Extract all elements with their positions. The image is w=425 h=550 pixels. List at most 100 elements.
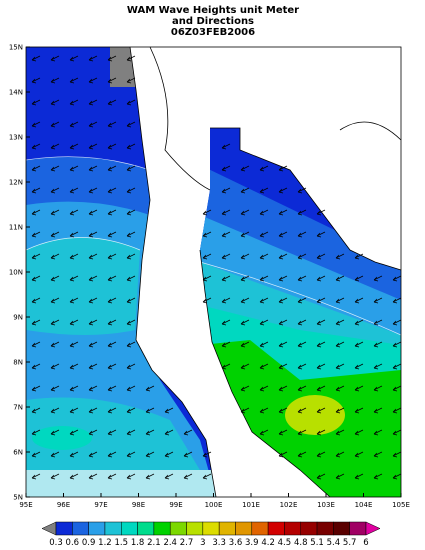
wave-arrow <box>316 385 326 392</box>
wave-arrow <box>316 275 326 282</box>
wave-arrow <box>221 231 231 238</box>
wave-arrow <box>240 407 250 414</box>
wave-arrow <box>392 407 402 414</box>
wave-arrow <box>240 187 250 194</box>
wave-arrow <box>126 209 136 216</box>
wave-arrow <box>202 253 212 260</box>
wave-arrow <box>297 231 307 238</box>
wave-arrow <box>50 473 60 480</box>
wave-arrow <box>50 319 60 326</box>
wave-arrow <box>31 297 41 304</box>
wave-arrow <box>392 451 402 458</box>
wave-arrow <box>221 165 231 172</box>
wave-arrow <box>354 429 364 436</box>
wave-arrow <box>50 143 60 150</box>
wave-arrow <box>392 429 402 436</box>
wave-arrow <box>221 253 231 260</box>
colorbar-label: 0.9 <box>82 538 96 548</box>
y-tick-label: 5N <box>13 494 23 502</box>
colorbar-label: 1.5 <box>114 538 128 548</box>
wave-arrow <box>31 407 41 414</box>
wave-arrow <box>88 363 98 370</box>
x-tick-label: 100E <box>205 501 223 509</box>
wave-arrow <box>88 231 98 238</box>
wave-arrow <box>88 209 98 216</box>
wave-arrow <box>126 341 136 348</box>
wave-arrow <box>50 451 60 458</box>
wave-arrow <box>335 451 345 458</box>
colorbar-label: 2.1 <box>147 538 161 548</box>
colorbar-swatch <box>284 521 301 536</box>
wave-arrow <box>316 297 326 304</box>
wave-arrow <box>88 451 98 458</box>
wave-arrow <box>297 385 307 392</box>
wave-arrow <box>145 407 155 414</box>
wave-arrow <box>354 297 364 304</box>
wave-arrow <box>392 297 402 304</box>
wave-arrow <box>126 231 136 238</box>
wave-arrow <box>145 385 155 392</box>
wave-arrow <box>107 187 117 194</box>
y-tick-label: 11N <box>9 224 23 232</box>
colorbar-label: 1.2 <box>98 538 112 548</box>
wave-arrow <box>50 187 60 194</box>
x-tick-label: 102E <box>280 501 298 509</box>
wave-arrow <box>69 209 79 216</box>
colorbar-swatch <box>153 521 171 536</box>
wave-arrow <box>373 341 383 348</box>
wave-arrow <box>335 363 345 370</box>
wave-arrow <box>69 143 79 150</box>
wave-arrow <box>69 385 79 392</box>
y-tick-label: 8N <box>13 359 23 367</box>
colorbar-label: 4.5 <box>278 538 292 548</box>
wave-arrow <box>183 473 193 480</box>
wave-arrow <box>392 363 402 370</box>
colorbar-under <box>41 521 57 536</box>
wave-arrow <box>50 275 60 282</box>
title-line: and Directions <box>172 16 254 27</box>
wave-arrow <box>278 165 288 172</box>
wave-arrow <box>145 451 155 458</box>
wave-arrow <box>69 363 79 370</box>
wave-arrow <box>164 407 174 414</box>
wave-arrow <box>88 77 98 84</box>
wave-arrow <box>240 319 250 326</box>
wave-arrow <box>221 341 231 348</box>
wave-arrow <box>88 253 98 260</box>
wave-arrow <box>335 297 345 304</box>
wave-arrow <box>50 209 60 216</box>
wave-arrow <box>69 451 79 458</box>
wave-arrow <box>335 319 345 326</box>
wave-arrow <box>126 363 136 370</box>
wave-arrow <box>126 121 136 128</box>
wave-arrow <box>126 385 136 392</box>
y-tick-label: 6N <box>13 449 23 457</box>
wave-arrow <box>69 297 79 304</box>
x-tick-label: 99E <box>169 501 182 509</box>
wave-arrow <box>126 77 136 84</box>
wave-arrow <box>126 451 136 458</box>
wave-arrow <box>278 209 288 216</box>
wave-arrow <box>31 165 41 172</box>
coastlines <box>129 46 402 498</box>
wave-arrow <box>373 407 383 414</box>
wave-arrow <box>31 429 41 436</box>
colorbar-swatch <box>186 521 204 536</box>
wave-arrow <box>259 341 269 348</box>
wave-arrow <box>354 319 364 326</box>
wave-arrow <box>297 407 307 414</box>
colorbar-label: 2.4 <box>163 538 177 548</box>
wave-arrow <box>335 407 345 414</box>
y-tick-label: 12N <box>9 179 23 187</box>
wave-arrow <box>107 143 117 150</box>
wave-arrow <box>278 231 288 238</box>
wave-arrow <box>88 99 98 106</box>
wave-arrow <box>278 253 288 260</box>
wave-arrow <box>145 473 155 480</box>
x-tick-label: 95E <box>19 501 32 509</box>
colorbar-swatch <box>137 521 155 536</box>
wave-arrow <box>373 473 383 480</box>
wave-arrow <box>335 473 345 480</box>
wave-arrow <box>297 341 307 348</box>
